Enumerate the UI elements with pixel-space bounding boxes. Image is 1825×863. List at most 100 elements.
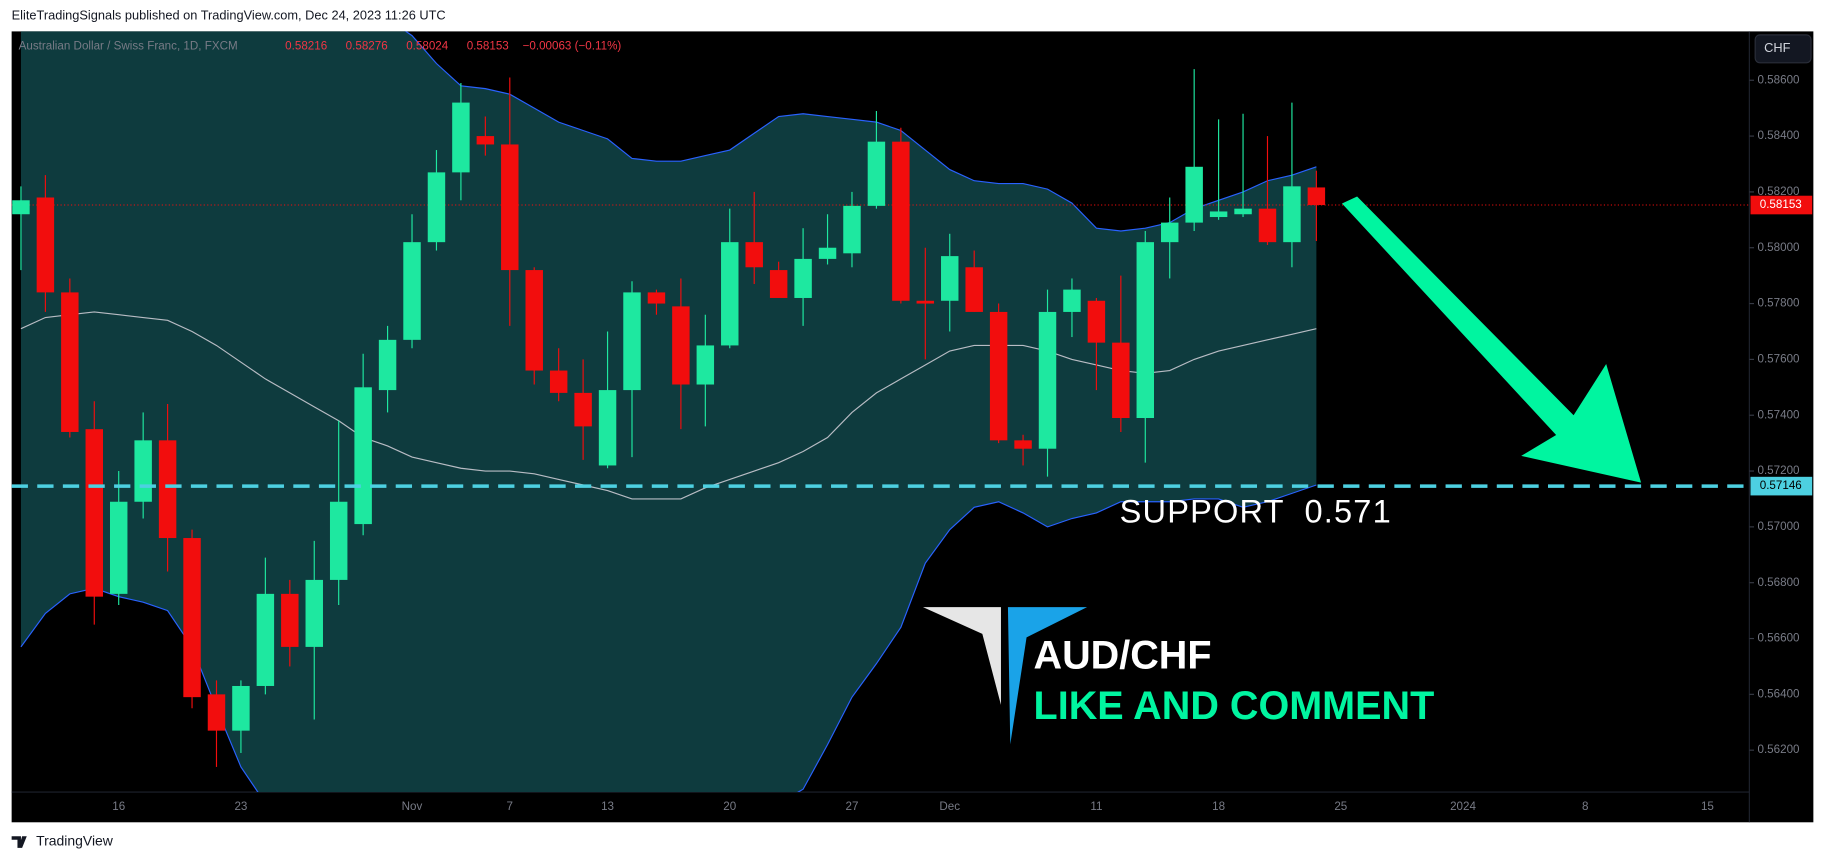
x-tick-label: 25 [1334,800,1347,813]
candle-body [1136,242,1155,419]
y-tick-label: 0.57200 [1757,464,1800,477]
candle-body [158,440,177,539]
candle-body [305,579,323,647]
candle-body [549,370,568,393]
candle-body [965,267,983,312]
band-line [20,484,1317,793]
candle-body [1038,311,1057,449]
candle-body [207,694,226,731]
candle-body [134,440,152,502]
band-fill [20,31,1317,793]
candle-body [623,292,641,391]
candle-body [85,429,104,597]
candle-body [329,501,348,580]
candle-body [354,387,372,525]
candle-body [1209,211,1228,218]
x-tick-label: 11 [1090,800,1102,813]
support-annotation: SUPPORT 0.571 [1120,494,1392,530]
legend-close: 0.58153 [467,40,509,53]
axes: 0.56200 0.56400 0.56600 0.56800 0.57000 0.572… [112,73,1813,813]
support-price-box [1750,476,1813,496]
candle-body [745,242,763,268]
x-tick-label: 15 [1701,800,1714,813]
candle-body [989,311,1008,441]
logo-white [922,607,1001,705]
y-tick-label: 0.58400 [1757,129,1800,142]
candle-body [1185,166,1203,223]
candle-body [476,136,495,145]
cta-annotation: LIKE AND COMMENT [1034,684,1435,728]
support-price-label: 0.57146 [1760,479,1802,492]
band-line [404,31,1317,232]
candle-body [1063,289,1081,312]
footer-brand: TradingView [36,833,114,849]
candle-body [1283,186,1301,243]
y-tick-label: 0.56600 [1757,632,1800,645]
logo-blue [1007,607,1088,745]
x-tick-label: 7 [507,800,513,813]
currency-button-label[interactable]: CHF [1764,40,1790,55]
candle-body [256,593,275,686]
candle-body [769,270,788,298]
y-tick-label: 0.56200 [1757,743,1800,756]
overlay: SUPPORT 0.571 AUD/CHF LIKE AND COMMENT C… [11,34,1812,849]
candle-body [12,200,30,215]
candle-body [794,258,812,298]
x-tick-label: 23 [234,800,247,813]
x-tick-label: 2024 [1450,800,1476,813]
last-price-label: 0.58153 [1760,198,1802,211]
plot-area [11,31,1750,793]
candle-body [1014,440,1032,449]
candle-body [378,339,397,391]
last-price-box [1750,195,1813,215]
y-tick-label: 0.57400 [1757,408,1800,421]
publish-header: EliteTradingSignals published on Trading… [12,8,446,23]
candle-body [598,390,617,466]
candle-body [672,306,690,385]
candle-body [427,172,446,243]
candle-body [867,141,886,206]
candle-body [1087,300,1106,343]
candle-body [1112,342,1130,419]
legend-change: −0.00063 (−0.11%) [523,40,622,53]
legend-low: 0.58024 [406,40,449,53]
candle-body [1258,208,1277,243]
legend-high: 0.58276 [346,40,388,53]
x-tick-label: 8 [1582,800,1588,813]
currency-button[interactable] [1754,34,1812,64]
y-tick-label: 0.58600 [1757,73,1800,86]
y-tick-label: 0.57000 [1757,520,1800,533]
candle-body [647,292,666,304]
x-tick-label: 18 [1212,800,1225,813]
candle-body [1307,187,1326,206]
y-tick-label: 0.58200 [1757,185,1800,198]
x-tick-label: Dec [939,800,960,813]
symbol-legend: Australian Dollar / Swiss Franc, 1D, FXC… [19,40,238,53]
candle-body [818,247,837,259]
candle-body [183,538,201,698]
x-tick-label: Nov [402,800,423,813]
pair-annotation: AUD/CHF [1034,634,1212,678]
x-tick-label: 20 [723,800,736,813]
footer-logo-icon [11,836,27,848]
y-tick-label: 0.57800 [1757,297,1800,310]
candle-body [1160,222,1179,243]
candle-body [574,392,592,427]
legend-open: 0.58216 [285,40,327,53]
candle-body [916,300,935,304]
candle-body [403,242,421,340]
x-tick-label: 27 [846,800,859,813]
y-tick-label: 0.56800 [1757,576,1800,589]
candle-body [501,144,519,271]
candle-body [61,292,79,432]
candle-body [232,685,250,731]
y-tick-label: 0.58000 [1757,241,1800,254]
candle-body [36,197,55,293]
candle-body [892,141,910,301]
candle-body [941,256,959,301]
band-line [20,311,1317,500]
arrow [1341,196,1642,483]
candle-body [452,102,470,173]
candle-body [109,501,128,594]
y-tick-label: 0.56400 [1757,687,1800,700]
